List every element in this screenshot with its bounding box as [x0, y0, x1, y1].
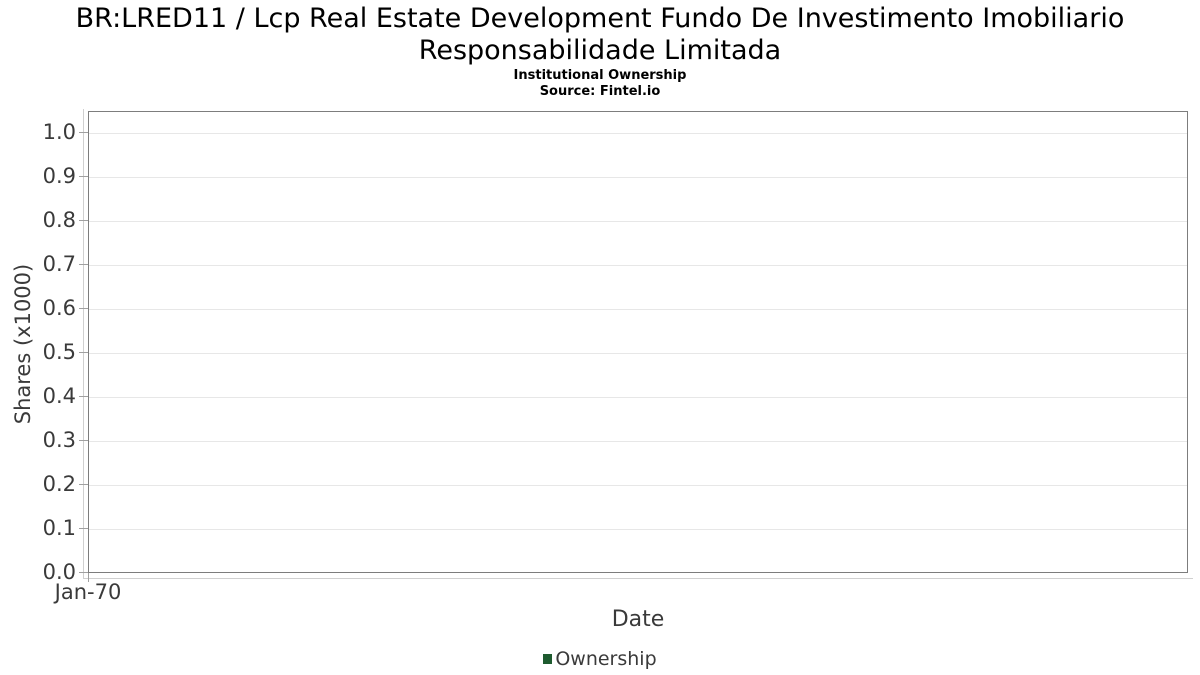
gridline	[89, 309, 1187, 310]
y-tick-mark	[79, 176, 88, 177]
y-tick-mark	[79, 440, 88, 441]
chart-subtitle: Institutional Ownership	[513, 68, 687, 83]
x-tick-mark	[88, 573, 89, 582]
legend-marker-icon	[543, 654, 553, 664]
y-tick-mark	[79, 484, 88, 485]
y-tick-mark	[79, 528, 88, 529]
y-tick-mark	[79, 396, 88, 397]
gridline	[89, 177, 1187, 178]
y-tick-label: 0.9	[42, 164, 76, 188]
y-tick-label: 0.0	[42, 560, 76, 584]
y-tick-label: 0.6	[42, 296, 76, 320]
y-tick-label: 0.4	[42, 384, 76, 408]
plot-area	[88, 111, 1188, 573]
y-axis-line	[83, 109, 84, 578]
y-axis-label: Shares (x1000)	[11, 263, 35, 425]
gridline	[89, 221, 1187, 222]
chart-source: Source: Fintel.io	[539, 84, 661, 99]
gridline	[89, 133, 1187, 134]
y-tick-mark	[79, 572, 88, 573]
y-tick-label: 0.8	[42, 208, 76, 232]
gridline	[89, 485, 1187, 486]
gridline	[89, 397, 1187, 398]
chart-title-line2: Responsabilidade Limitada	[418, 35, 782, 66]
y-tick-mark	[79, 132, 88, 133]
y-tick-label: 0.7	[42, 252, 76, 276]
legend: Ownership	[0, 646, 1200, 672]
x-tick-label: Jan-70	[54, 580, 122, 604]
y-tick-label: 1.0	[42, 120, 76, 144]
y-tick-mark	[79, 352, 88, 353]
gridline	[89, 353, 1187, 354]
x-axis-line	[83, 578, 1193, 579]
gridline	[89, 265, 1187, 266]
chart-title-line1: BR:LRED11 / Lcp Real Estate Development …	[75, 3, 1125, 34]
y-tick-label: 0.5	[42, 340, 76, 364]
y-tick-label: 0.3	[42, 428, 76, 452]
gridline	[89, 529, 1187, 530]
y-tick-label: 0.2	[42, 472, 76, 496]
x-axis-label: Date	[611, 607, 665, 632]
gridline	[89, 441, 1187, 442]
legend-label: Ownership	[555, 648, 657, 670]
y-tick-mark	[79, 220, 88, 221]
y-tick-mark	[79, 308, 88, 309]
y-tick-label: 0.1	[42, 516, 76, 540]
y-tick-mark	[79, 264, 88, 265]
